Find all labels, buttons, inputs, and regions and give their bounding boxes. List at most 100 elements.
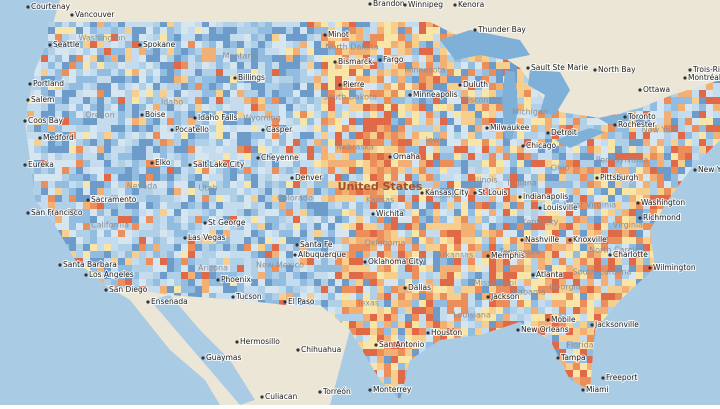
county-cell bbox=[461, 328, 469, 336]
county-cell bbox=[580, 216, 588, 224]
county-cell bbox=[398, 328, 406, 336]
county-cell bbox=[174, 125, 182, 133]
county-cell bbox=[377, 111, 385, 119]
county-cell bbox=[153, 48, 161, 56]
county-cell bbox=[636, 251, 644, 259]
county-cell bbox=[48, 209, 56, 217]
county-cell bbox=[475, 83, 483, 91]
county-cell bbox=[356, 146, 364, 154]
county-cell bbox=[209, 230, 217, 238]
county-cell bbox=[335, 104, 343, 112]
county-cell bbox=[559, 258, 567, 266]
county-cell bbox=[160, 279, 168, 287]
county-cell bbox=[706, 132, 714, 140]
county-cell bbox=[517, 90, 525, 98]
county-cell bbox=[90, 181, 98, 189]
county-cell bbox=[496, 76, 504, 84]
county-cell bbox=[69, 97, 77, 105]
county-cell bbox=[510, 174, 518, 182]
county-cell bbox=[69, 48, 77, 56]
county-cell bbox=[643, 118, 651, 126]
county-cell bbox=[202, 76, 210, 84]
county-cell bbox=[482, 174, 490, 182]
county-cell bbox=[363, 167, 371, 175]
county-cell bbox=[503, 188, 511, 196]
county-cell bbox=[48, 202, 56, 210]
county-cell bbox=[468, 160, 476, 168]
county-cell bbox=[286, 83, 294, 91]
county-cell bbox=[580, 286, 588, 294]
county-cell bbox=[545, 258, 553, 266]
county-cell bbox=[167, 195, 175, 203]
county-cell bbox=[622, 195, 630, 203]
county-cell bbox=[76, 188, 84, 196]
county-cell bbox=[174, 251, 182, 259]
county-cell bbox=[398, 104, 406, 112]
county-cell bbox=[251, 223, 259, 231]
county-cell bbox=[188, 181, 196, 189]
county-cell bbox=[321, 244, 329, 252]
county-cell bbox=[34, 118, 42, 126]
county-cell bbox=[692, 139, 700, 147]
county-cell bbox=[104, 195, 112, 203]
county-cell bbox=[594, 237, 602, 245]
county-cell bbox=[510, 160, 518, 168]
county-cell bbox=[104, 265, 112, 273]
county-cell bbox=[307, 237, 315, 245]
county-cell bbox=[468, 195, 476, 203]
county-cell bbox=[573, 111, 581, 119]
county-cell bbox=[447, 202, 455, 210]
county-cell bbox=[251, 167, 259, 175]
county-cell bbox=[447, 244, 455, 252]
county-cell bbox=[580, 293, 588, 301]
county-cell bbox=[496, 209, 504, 217]
county-cell bbox=[223, 244, 231, 252]
county-cell bbox=[174, 132, 182, 140]
county-cell bbox=[587, 293, 595, 301]
county-cell bbox=[391, 321, 399, 329]
county-cell bbox=[286, 286, 294, 294]
county-cell bbox=[419, 321, 427, 329]
county-cell bbox=[153, 139, 161, 147]
county-cell bbox=[139, 22, 147, 28]
county-cell bbox=[258, 125, 266, 133]
county-cell bbox=[111, 146, 119, 154]
county-cell bbox=[307, 27, 315, 35]
county-cell bbox=[566, 321, 574, 329]
county-cell bbox=[699, 118, 707, 126]
county-cell bbox=[545, 307, 553, 315]
county-cell bbox=[342, 62, 350, 70]
county-cell bbox=[594, 209, 602, 217]
county-cell bbox=[314, 300, 322, 308]
county-cell bbox=[587, 307, 595, 315]
county-cell bbox=[265, 69, 273, 77]
county-cell bbox=[160, 153, 168, 161]
county-cell bbox=[573, 286, 581, 294]
county-cell bbox=[111, 153, 119, 161]
county-cell bbox=[328, 146, 336, 154]
county-cell bbox=[398, 251, 406, 259]
county-cell bbox=[279, 188, 287, 196]
county-cell bbox=[286, 279, 294, 287]
county-cell bbox=[363, 160, 371, 168]
county-cell bbox=[62, 41, 70, 49]
county-cell bbox=[97, 153, 105, 161]
county-cell bbox=[398, 174, 406, 182]
county-cell bbox=[426, 160, 434, 168]
county-cell bbox=[174, 209, 182, 217]
county-cell bbox=[566, 342, 574, 350]
county-cell bbox=[398, 90, 406, 98]
county-cell bbox=[335, 22, 343, 28]
county-cell bbox=[90, 202, 98, 210]
county-cell bbox=[146, 125, 154, 133]
county-cell bbox=[216, 188, 224, 196]
county-cell bbox=[454, 279, 462, 287]
county-cell bbox=[216, 118, 224, 126]
county-cell bbox=[370, 216, 378, 224]
county-cell bbox=[125, 181, 133, 189]
county-cell bbox=[125, 272, 133, 280]
county-cell bbox=[209, 209, 217, 217]
county-cell bbox=[391, 118, 399, 126]
county-cell bbox=[573, 216, 581, 224]
county-cell bbox=[342, 160, 350, 168]
